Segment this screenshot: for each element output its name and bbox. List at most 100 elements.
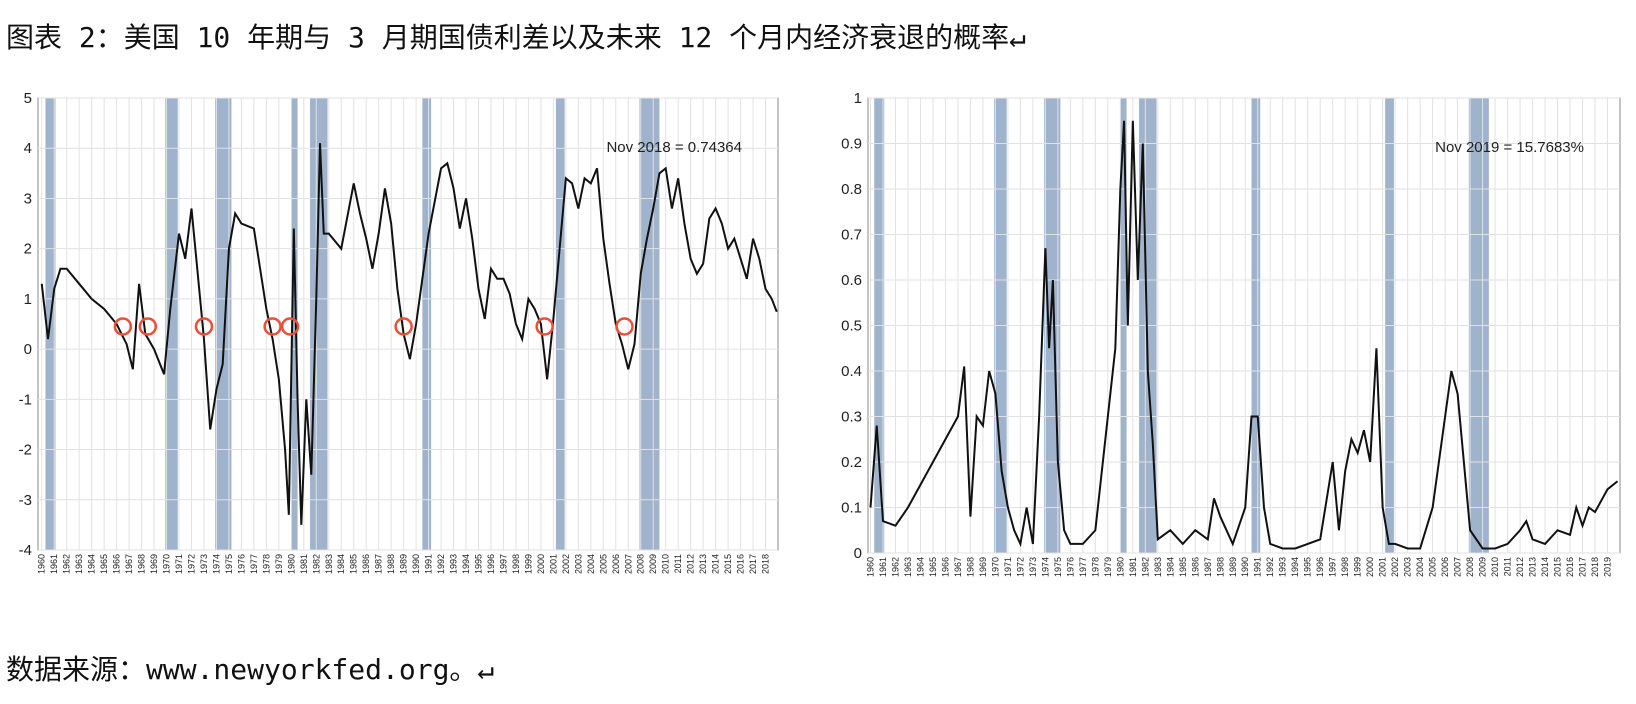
x-tick-label: 2005 [1428, 557, 1438, 577]
y-tick-label: 0.2 [841, 454, 862, 471]
x-tick-label: 1993 [449, 554, 459, 574]
x-tick-label: 1982 [1140, 557, 1150, 577]
y-tick-label: 0 [24, 341, 32, 358]
y-tick-label: 0.1 [841, 500, 862, 517]
x-tick-label: 1961 [49, 554, 59, 574]
x-tick-label: 2003 [1403, 557, 1413, 577]
x-tick-label: 2002 [1390, 557, 1400, 577]
x-tick-label: 2015 [723, 554, 733, 574]
x-tick-label: 1992 [1265, 557, 1275, 577]
x-tick-label: 1972 [186, 554, 196, 574]
x-tick-label: 1968 [965, 557, 975, 577]
x-tick-label: 1968 [137, 554, 147, 574]
y-tick-label: 1 [854, 90, 862, 107]
inversion-marker [535, 317, 554, 336]
x-tick-label: 1974 [1040, 557, 1050, 577]
x-tick-label: 1961 [878, 557, 888, 577]
x-tick-label: 1981 [299, 554, 309, 574]
x-tick-label: 1960 [865, 557, 875, 577]
y-tick-label: 0.5 [841, 318, 862, 335]
x-tick-label: 2013 [1528, 557, 1538, 577]
y-tick-label: 0.6 [841, 272, 862, 289]
x-tick-label: 1991 [1253, 557, 1263, 577]
y-tick-label: 0.4 [841, 363, 862, 380]
inversion-marker [138, 317, 158, 336]
x-tick-label: 2007 [1453, 557, 1463, 577]
x-tick-label: 1995 [1303, 557, 1313, 577]
x-tick-label: 1996 [486, 554, 496, 574]
x-tick-label: 1986 [361, 554, 371, 574]
y-tick-label: 3 [24, 190, 32, 207]
y-tick-label: 0.3 [841, 409, 862, 426]
x-tick-label: 1992 [436, 554, 446, 574]
x-tick-label: 1989 [1228, 557, 1238, 577]
x-tick-label: 1984 [336, 554, 346, 574]
inversion-marker [394, 317, 413, 336]
spread-line [40, 143, 778, 525]
x-tick-label: 1980 [286, 554, 296, 574]
y-tick-label: 4 [24, 140, 32, 157]
x-tick-label: 1969 [978, 557, 988, 577]
x-tick-label: 1991 [424, 554, 434, 574]
x-tick-label: 1978 [261, 554, 271, 574]
figure-title: 图表 2：美国 10 年期与 3 月期国债利差以及未来 12 个月内经济衰退的概… [6, 21, 1027, 54]
x-tick-label: 1996 [1315, 557, 1325, 577]
y-tick-label: -3 [19, 492, 32, 509]
x-tick-label: 1979 [274, 554, 284, 574]
y-tick-label: 5 [24, 90, 32, 107]
x-tick-label: 2003 [573, 554, 583, 574]
recession-band [215, 98, 232, 550]
x-tick-label: 1988 [386, 554, 396, 574]
x-tick-label: 1962 [890, 557, 900, 577]
inversion-marker [194, 317, 214, 336]
x-tick-label: 2000 [1365, 557, 1375, 577]
x-tick-label: 1970 [162, 554, 172, 574]
x-tick-label: 1997 [498, 554, 508, 574]
x-tick-label: 1999 [1353, 557, 1363, 577]
y-tick-label: 1 [24, 291, 32, 308]
x-tick-label: 1998 [1340, 557, 1350, 577]
x-tick-label: 1962 [62, 554, 72, 574]
x-tick-label: 1994 [1290, 557, 1300, 577]
x-tick-label: 1995 [474, 554, 484, 574]
x-tick-label: 1971 [1003, 557, 1013, 577]
x-tick-label: 1980 [1115, 557, 1125, 577]
x-tick-label: 1960 [37, 554, 47, 574]
x-tick-label: 1983 [324, 554, 334, 574]
x-tick-label: 1994 [461, 554, 471, 574]
x-tick-label: 1986 [1190, 557, 1200, 577]
x-tick-label: 1966 [112, 554, 122, 574]
x-tick-label: 2005 [598, 554, 608, 574]
x-tick-label: 1971 [174, 554, 184, 574]
x-tick-label: 2004 [586, 554, 596, 574]
x-tick-label: 2015 [1553, 557, 1563, 577]
x-tick-label: 1978 [1090, 557, 1100, 577]
x-tick-label: 1987 [374, 554, 384, 574]
x-tick-label: 2000 [536, 554, 546, 574]
annotation: Nov 2018 = 0.74364 [606, 139, 742, 156]
x-tick-label: 1969 [149, 554, 159, 574]
x-tick-label: 2010 [1490, 557, 1500, 577]
x-tick-label: 1975 [224, 554, 234, 574]
x-tick-label: 1977 [1078, 557, 1088, 577]
plot-area [37, 97, 779, 551]
x-tick-label: 2011 [1503, 557, 1513, 576]
x-tick-label: 2001 [1378, 557, 1388, 577]
x-tick-label: 2006 [611, 554, 621, 574]
x-tick-label: 2017 [1578, 557, 1588, 577]
x-tick-label: 1974 [211, 554, 221, 574]
inversion-marker [113, 317, 133, 336]
x-tick-label: 2001 [548, 554, 558, 574]
x-tick-label: 1989 [399, 554, 409, 574]
x-tick-label: 2018 [761, 554, 771, 574]
x-tick-label: 1985 [349, 554, 359, 574]
x-tick-label: 2008 [636, 554, 646, 574]
x-tick-label: 2014 [1540, 557, 1550, 577]
x-tick-label: 1990 [1240, 557, 1250, 577]
y-tick-label: -1 [19, 391, 32, 408]
x-tick-label: 1988 [1215, 557, 1225, 577]
x-tick-label: 1963 [903, 557, 913, 577]
inversion-marker [615, 317, 634, 336]
x-tick-label: 2016 [736, 554, 746, 574]
recession-band [291, 98, 298, 550]
